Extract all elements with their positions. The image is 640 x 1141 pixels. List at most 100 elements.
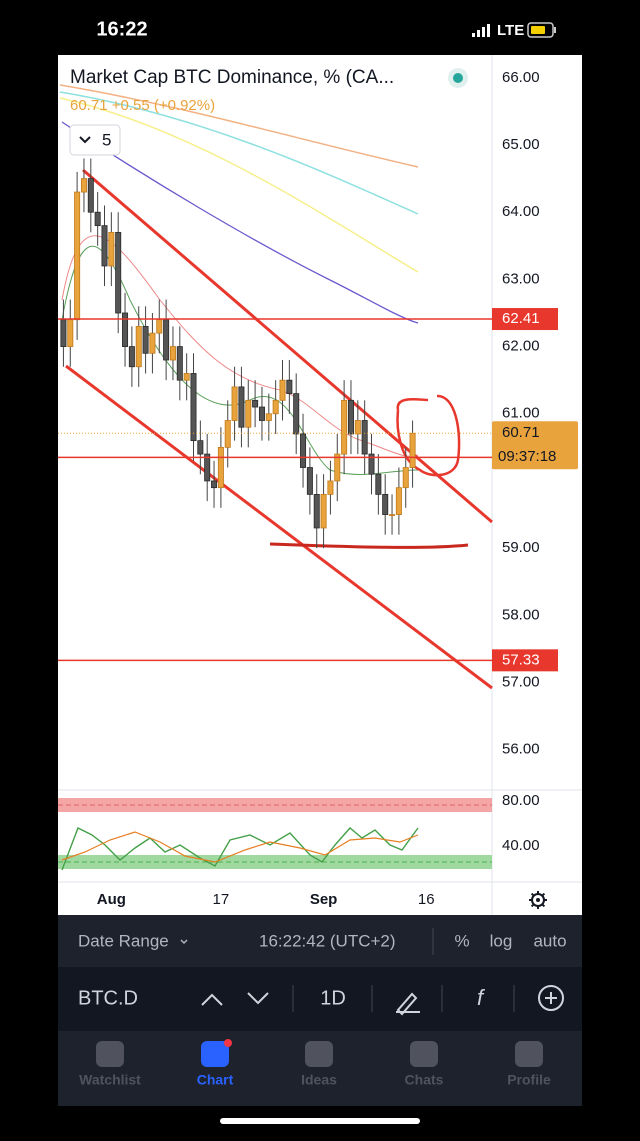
candle-body xyxy=(272,399,279,415)
candle-body xyxy=(204,453,211,482)
y-tick-label: 61.00 xyxy=(502,405,540,422)
settings-icon[interactable] xyxy=(529,891,547,909)
level-label-bg xyxy=(492,649,558,672)
candle-body xyxy=(60,319,67,347)
percent-toggle[interactable]: % xyxy=(454,931,469,950)
ma-line xyxy=(59,97,419,273)
countdown: 09:37:18 xyxy=(498,448,556,465)
draw-icon[interactable] xyxy=(396,992,420,1016)
tab-label[interactable]: Profile xyxy=(507,1072,551,1088)
last-price-bg xyxy=(492,421,578,470)
candle-body xyxy=(334,453,341,482)
candle-body xyxy=(231,386,238,421)
candle-body xyxy=(211,480,218,489)
candle-body xyxy=(128,346,135,368)
symbol[interactable]: BTC.D xyxy=(78,987,138,1009)
y-tick-label: 66.00 xyxy=(502,69,540,86)
toolbar xyxy=(58,915,582,967)
y-tick-label: 64.00 xyxy=(502,203,540,220)
tab-icon xyxy=(305,1041,333,1067)
indicator-count: 5 xyxy=(102,130,111,149)
scroll-arrows[interactable] xyxy=(201,992,269,1006)
chevron-icon xyxy=(79,136,91,144)
x-tick-label: Aug xyxy=(97,891,126,908)
candle-body xyxy=(320,493,327,529)
chart-area xyxy=(58,55,582,915)
tab-label[interactable]: Chats xyxy=(405,1072,444,1088)
candle-body xyxy=(87,178,94,213)
level-label: 62.41 xyxy=(502,310,540,327)
x-tick-label: 17 xyxy=(213,891,230,908)
candle-body xyxy=(395,487,402,515)
osc-tick-label: 40.00 xyxy=(502,837,540,854)
candle-body xyxy=(313,493,320,529)
candle-body xyxy=(176,346,183,381)
candle-body xyxy=(197,440,204,455)
candle-body xyxy=(327,480,334,495)
home-indicator xyxy=(220,1118,420,1124)
candle-body xyxy=(382,493,389,515)
battery-icon xyxy=(527,22,556,38)
tab-icon xyxy=(410,1041,438,1067)
oscillator-signal xyxy=(61,831,419,863)
candle-body xyxy=(183,373,190,381)
symbol-bar xyxy=(58,967,582,1031)
candle-body xyxy=(108,231,115,267)
x-tick-label: 16 xyxy=(418,891,435,908)
candle-body xyxy=(402,467,409,489)
candle-body xyxy=(163,319,170,361)
interval[interactable]: 1D xyxy=(320,987,346,1009)
candle-body xyxy=(368,453,375,475)
indicators-icon[interactable]: f xyxy=(477,985,486,1010)
candle-body xyxy=(101,225,108,267)
x-tick-label: Sep xyxy=(310,891,338,908)
candle-body xyxy=(279,379,286,401)
candle-body xyxy=(300,433,307,468)
candle-body xyxy=(341,399,348,455)
candle-body xyxy=(252,399,259,408)
candle-body xyxy=(156,319,163,334)
candle-body xyxy=(409,432,416,468)
ma-line xyxy=(61,121,419,324)
y-tick-label: 63.00 xyxy=(502,270,540,287)
tab-icon xyxy=(201,1041,229,1067)
candle-body xyxy=(375,473,382,495)
indicator-toggle[interactable] xyxy=(69,124,121,156)
y-tick-label: 56.00 xyxy=(502,741,540,758)
candle-body xyxy=(258,406,265,421)
candle-body xyxy=(224,420,231,448)
candle-body xyxy=(238,386,245,428)
trendline xyxy=(82,168,493,524)
tab-label[interactable]: Chart xyxy=(197,1072,234,1088)
date-range[interactable]: Date Range xyxy=(78,931,169,950)
candle-body xyxy=(80,178,87,193)
level-label-bg xyxy=(492,308,558,331)
signal-icon xyxy=(472,24,490,37)
support-drawing xyxy=(269,542,469,549)
candle-body xyxy=(306,467,313,495)
auto-toggle[interactable]: auto xyxy=(533,931,566,950)
tab-label[interactable]: Watchlist xyxy=(79,1072,141,1088)
candle-body xyxy=(67,319,74,347)
candle-body xyxy=(361,420,368,455)
log-toggle[interactable]: log xyxy=(490,931,513,950)
tab-label[interactable]: Ideas xyxy=(301,1072,337,1088)
status-dot xyxy=(453,73,463,83)
y-tick-label: 57.00 xyxy=(502,673,540,690)
candle-body xyxy=(245,399,252,428)
tab-icon xyxy=(515,1041,543,1067)
candle-body xyxy=(354,420,361,435)
candle-body xyxy=(169,346,176,361)
osc-tick-label: 80.00 xyxy=(502,792,540,809)
chevron-icon xyxy=(180,939,188,945)
candle-body xyxy=(286,379,293,395)
y-tick-label: 58.00 xyxy=(502,606,540,623)
ma-line xyxy=(61,235,419,457)
clock: 16:22:42 (UTC+2) xyxy=(259,931,396,950)
candle-body xyxy=(217,446,224,489)
circle-drawing xyxy=(396,394,461,477)
candle-body xyxy=(190,373,197,442)
add-icon[interactable] xyxy=(538,985,564,1011)
